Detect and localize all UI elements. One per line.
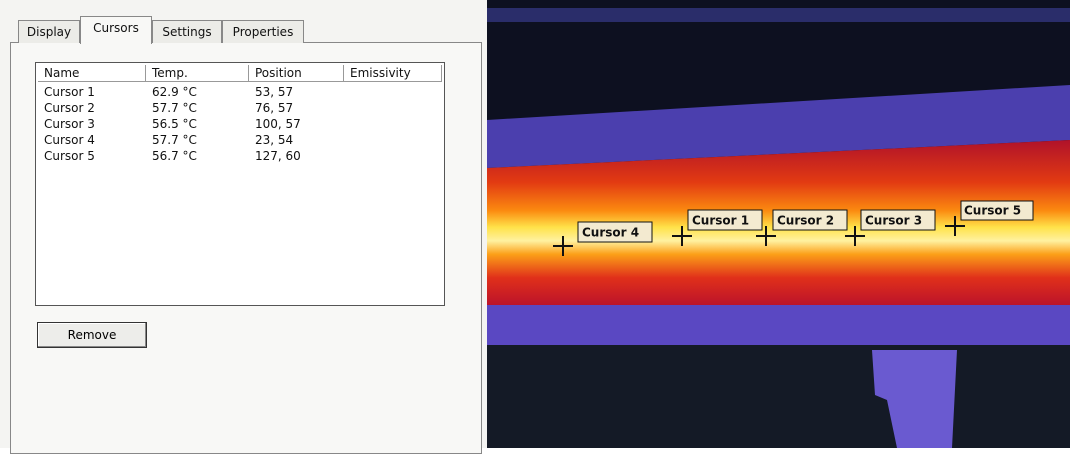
table-cell: 62.9 °C [152,85,197,99]
column-header[interactable]: Temp. [146,65,249,82]
table-cell: 56.5 °C [152,117,197,131]
table-cell: 57.7 °C [152,101,197,115]
table-cell: Cursor 5 [44,149,95,163]
label-box [577,221,653,243]
label-box [860,209,936,231]
top-band [487,8,1070,22]
label-box [687,209,763,231]
remove-button[interactable]: Remove [37,322,147,348]
lower-band [487,305,1070,345]
column-header[interactable]: Name [38,65,146,82]
tab-selected[interactable]: Cursors [80,16,152,44]
label-box [960,200,1034,221]
table-cell: Cursor 3 [44,117,95,131]
bottom-region [487,345,1070,448]
cursor-label: Cursor 4 [582,226,639,240]
column-header[interactable]: Position [249,65,344,82]
table-cell: 100, 57 [255,117,301,131]
table-cell: 57.7 °C [152,133,197,147]
tab[interactable]: Properties [222,20,304,43]
upper-band [487,85,1070,168]
cursor-list: Name Temp. Position Emissivity Cursor 1 6… [35,62,445,306]
label-box [772,209,848,231]
cursor-label: Cursor 3 [865,214,922,228]
table-cell: Cursor 4 [44,133,95,147]
thermal-image: Cursor 4 Cursor 1 Cursor 2 Cursor 3 Curs… [487,0,1070,448]
cursor-label: Cursor 5 [964,204,1021,218]
table-cell: 53, 57 [255,85,294,99]
object-shape [872,350,957,448]
table-cell: 23, 54 [255,133,294,147]
table-cell: 76, 57 [255,101,294,115]
column-header[interactable]: Emissivity [344,65,442,82]
tab[interactable]: Display [18,20,80,43]
table-cell: Cursor 2 [44,101,95,115]
cursor-markers [553,216,965,256]
cursor-label: Cursor 2 [777,214,834,228]
table-cell: Cursor 1 [44,85,95,99]
left-panel: Display Cursors Settings Properties Name… [0,0,487,454]
cursor-label: Cursor 1 [692,214,749,228]
cursor-labels [577,200,1034,243]
table-cell: 56.7 °C [152,149,197,163]
table-cell: 127, 60 [255,149,301,163]
tab[interactable]: Settings [152,20,222,43]
